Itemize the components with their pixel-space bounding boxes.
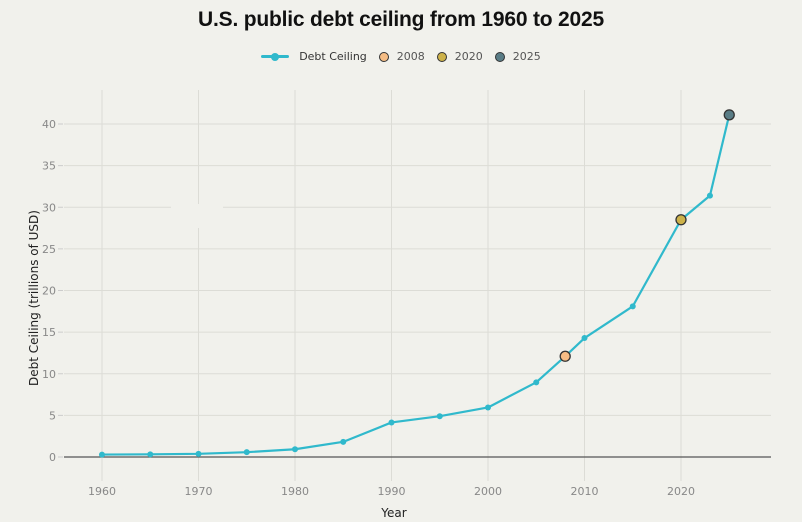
data-point [147,451,154,458]
y-axis: 0 5 10 15 20 25 30 35 40 [42,118,63,464]
legend-label: 2025 [512,50,541,63]
y-tick-label: 10 [42,368,56,381]
legend-item-2008[interactable]: 2008 [378,50,425,63]
series [101,114,731,456]
legend-label: 2020 [454,50,483,63]
y-tick-label: 20 [42,285,56,298]
legend: Debt Ceiling 2008 2020 2025 [0,50,802,63]
debt-ceiling-line [101,114,731,456]
circle-marker-icon [494,51,505,62]
x-tick-label: 2000 [474,485,502,498]
data-point [340,438,347,445]
x-tick-label: 1960 [88,485,116,498]
data-points [99,109,735,458]
highlight-point-2025 [723,109,735,121]
legend-label: Debt Ceiling [299,50,367,63]
data-point [195,450,202,457]
data-point [485,404,491,411]
grid-gap [171,204,223,216]
y-tick-label: 35 [42,160,56,173]
legend-item-2020[interactable]: 2020 [436,50,483,63]
data-point [243,449,250,456]
grid [64,90,771,481]
data-point [581,335,588,342]
x-tick-label: 2020 [667,485,695,498]
data-point [99,451,105,458]
data-point [388,419,395,426]
data-point [533,379,540,386]
y-tick-label: 0 [49,451,56,464]
x-axis: 1960 1970 1980 1990 2000 2010 2020 [88,485,695,498]
highlight-point-2008 [559,350,571,362]
legend-item-2025[interactable]: 2025 [494,50,541,63]
x-tick-label: 2010 [571,485,599,498]
data-point [629,303,636,310]
data-point [706,192,713,199]
data-point [436,413,443,420]
y-tick-label: 40 [42,118,56,131]
chart-title: U.S. public debt ceiling from 1960 to 20… [198,8,604,31]
highlight-point-2020 [675,214,687,226]
y-tick-label: 30 [42,201,56,214]
y-axis-title: Debt Ceiling (trillions of USD) [27,210,41,386]
data-point [292,446,298,453]
y-tick-label: 5 [49,409,56,422]
y-tick-label: 15 [42,326,56,339]
legend-label: 2008 [396,50,425,63]
line-marker-icon [261,52,290,61]
x-tick-label: 1970 [185,485,213,498]
legend-item-debt-ceiling[interactable]: Debt Ceiling [261,50,367,63]
circle-marker-icon [378,51,389,62]
x-tick-label: 1980 [281,485,309,498]
circle-marker-icon [436,51,447,62]
x-axis-title: Year [380,506,406,520]
y-tick-label: 25 [42,243,56,256]
x-tick-label: 1990 [378,485,406,498]
grid-gap [196,216,202,228]
